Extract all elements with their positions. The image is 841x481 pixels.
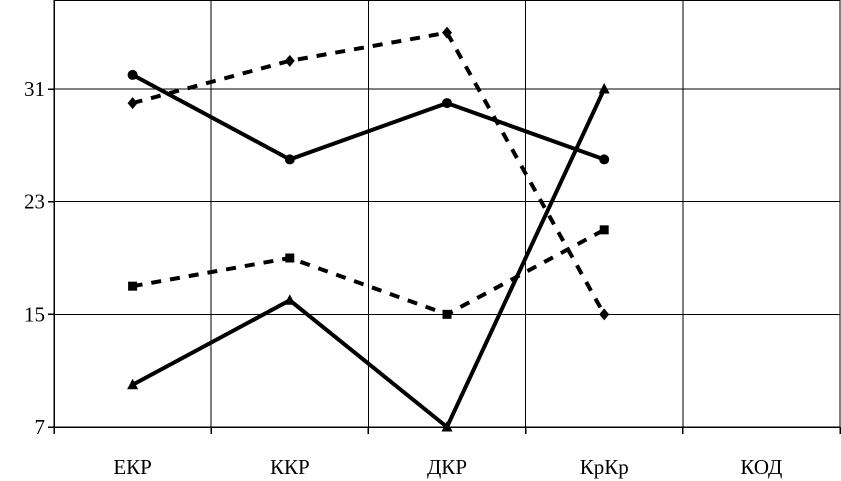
x-tick-label: ККР xyxy=(270,455,310,479)
series-3-point-4 xyxy=(599,225,609,235)
y-tick-label: 7 xyxy=(35,415,46,439)
series-2-line xyxy=(132,30,606,316)
y-tick-label: 23 xyxy=(24,190,45,214)
series-1-line xyxy=(131,73,605,162)
series-3-point-3 xyxy=(442,309,452,319)
x-tick-label: ЕКР xyxy=(113,455,152,479)
series-2-point-1 xyxy=(127,97,138,110)
series-1-point-3 xyxy=(442,98,452,109)
series-4-point-1 xyxy=(127,378,139,390)
series-3-point-1 xyxy=(128,281,138,291)
series-4-line xyxy=(131,88,607,431)
series-2-point-4 xyxy=(599,308,610,321)
series-4-point-4 xyxy=(598,83,610,94)
series-1-point-1 xyxy=(127,69,138,80)
series-1-point-4 xyxy=(599,154,610,165)
series-1-point-2 xyxy=(284,154,295,165)
series-3-point-2 xyxy=(285,253,295,263)
x-tick-label: ДКР xyxy=(427,455,467,479)
x-tick-label: КрКр xyxy=(580,455,629,479)
x-tick-label: КОД xyxy=(740,455,782,479)
series-4-point-2 xyxy=(284,294,296,305)
y-tick-label: 31 xyxy=(24,77,45,101)
series-4-point-3 xyxy=(441,421,453,432)
y-tick-label: 15 xyxy=(24,302,45,326)
series-2-point-3 xyxy=(442,26,452,39)
series-2-point-2 xyxy=(284,54,295,67)
series-3-line xyxy=(132,228,606,317)
